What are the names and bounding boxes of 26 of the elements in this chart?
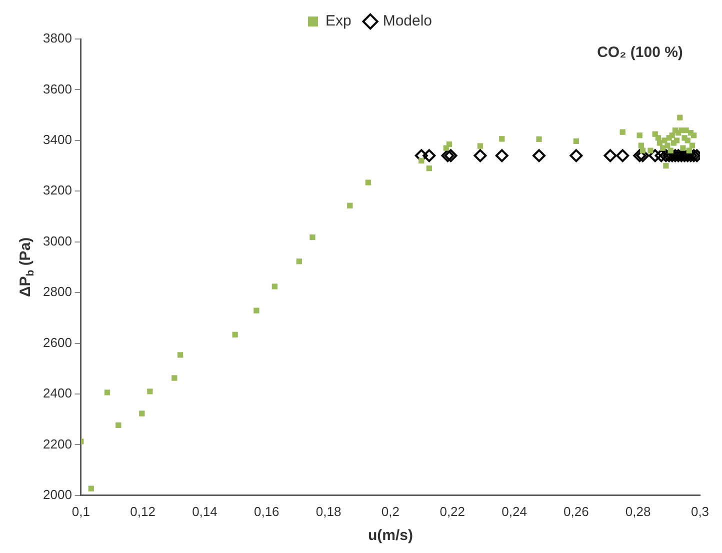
x-tick-label: 0,28 [625, 504, 651, 519]
x-tick-label: 0,12 [130, 504, 156, 519]
x-axis-title: u(m/s) [368, 527, 413, 544]
y-tick-label: 2000 [43, 486, 72, 502]
y-tick-label: 2400 [43, 386, 72, 401]
y-tick-label: 3200 [43, 182, 72, 198]
y-tick-label: 3400 [43, 132, 72, 147]
x-tick-label: 0,1 [72, 504, 90, 519]
x-tick-label: 0,18 [316, 504, 342, 519]
y-tick-label: 2800 [43, 284, 72, 300]
x-tick-label: 0,24 [502, 504, 527, 519]
y-tick-label: 3800 [43, 30, 72, 46]
x-tick-label: 0,2 [381, 504, 400, 519]
x-tick-label: 0,16 [254, 504, 280, 519]
y-tick-label: 2200 [43, 436, 72, 452]
x-tick-label: 0,22 [440, 504, 466, 519]
y-axis-title: ΔPb (Pa) [17, 237, 36, 298]
y-tick-label: 3600 [43, 81, 72, 96]
legend-label: Modelo [382, 12, 432, 30]
x-tick-label: 0,14 [192, 504, 218, 519]
chart-title: CO₂ (100 %) [597, 44, 683, 62]
y-tick-label: 3000 [43, 233, 72, 248]
y-tick-label: 2600 [43, 334, 72, 350]
x-tick-label: 0,3 [690, 504, 710, 519]
legend-label: Exp [325, 12, 352, 30]
x-tick-label: 0,26 [564, 504, 589, 519]
